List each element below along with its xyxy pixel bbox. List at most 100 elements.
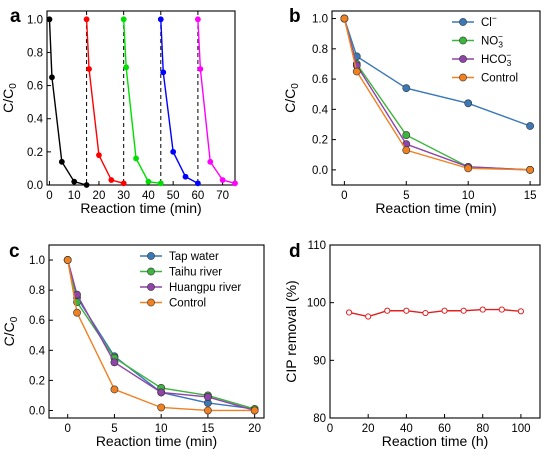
legend-label-sup: − (498, 32, 503, 42)
data-point (170, 148, 177, 155)
legend-label-name: Tap water (169, 251, 219, 263)
x-tick-label: 40 (142, 190, 155, 202)
y-tick-label: 0.8 (27, 47, 43, 59)
x-tick-label: 50 (167, 190, 180, 202)
data-point (49, 74, 55, 81)
panel-d: d 0 20 40 60 80 100 80 90 100 110 Reaction time (h)… (283, 240, 541, 449)
data-point (157, 388, 166, 397)
y-axis-title-sub: 0 (8, 83, 19, 89)
data-point (73, 308, 81, 317)
data-point (526, 165, 534, 174)
data-point (133, 155, 139, 162)
series-line (85, 19, 124, 185)
y-tick-label: 0.6 (27, 81, 43, 93)
legend-marker (147, 283, 155, 291)
data-point (110, 385, 119, 394)
data-point (517, 308, 525, 315)
y-tick-label: 0.6 (312, 74, 328, 86)
y-axis-title: C/C0 (282, 83, 301, 113)
legend-marker (459, 36, 467, 45)
legend-label-name: Taihu river (169, 267, 222, 279)
legend-label-sup: − (492, 13, 497, 23)
data-point (96, 152, 102, 159)
data-point (46, 16, 53, 23)
legend-label-name: Control (481, 73, 518, 85)
data-point (120, 16, 127, 23)
data-point (108, 177, 115, 183)
data-point (194, 16, 201, 23)
y-axis-title-main: CIP removal (%) (283, 280, 299, 382)
legend-label: HCO3− (481, 50, 512, 68)
y-axis-title: C/C0 (0, 83, 19, 113)
x-tick-label: 0 (341, 190, 347, 202)
legend-label: Huangpu river (169, 282, 241, 294)
legend-label: Tap water (169, 251, 219, 263)
data-point (145, 178, 152, 185)
y-tick-label: 1.0 (29, 255, 45, 267)
legend: Tap water Taihu river Huangpu river Control (140, 251, 241, 310)
data-point (384, 307, 391, 314)
x-tick-label: 10 (68, 190, 81, 202)
y-axis-title: CIP removal (%) (283, 280, 299, 382)
data-point (110, 358, 119, 367)
y-tick-label: 0.2 (312, 135, 328, 147)
x-tick-label: 5 (403, 190, 409, 202)
data-point (402, 131, 411, 139)
y-axis-title-main: C/C (0, 89, 16, 113)
legend-marker (459, 18, 467, 26)
data-point (402, 84, 411, 93)
data-point (194, 180, 201, 187)
data-point (464, 99, 473, 108)
data-point (403, 307, 410, 314)
y-tick-label: 1.0 (27, 14, 43, 26)
legend-label-name: Huangpu river (169, 282, 241, 294)
x-tick-label: 10 (155, 423, 168, 435)
panel-letter: b (289, 6, 301, 27)
data-point (58, 158, 65, 165)
legend-label: Control (481, 73, 518, 85)
data-point (157, 403, 166, 412)
x-tick-label: 60 (438, 423, 451, 435)
data-point (123, 64, 130, 71)
y-tick-label: 0.4 (29, 345, 46, 357)
y-axis-title: C/C0 (1, 316, 20, 346)
y-axis-title-sub: 0 (9, 316, 20, 322)
series-line (122, 19, 161, 185)
legend-label-name: HCO (481, 54, 507, 66)
legend-label-name: NO (481, 36, 498, 48)
panel-letter: d (289, 241, 301, 262)
legend-marker (147, 252, 155, 260)
x-axis-title: Reaction time (min) (96, 433, 217, 449)
legend-label-sub: 3 (507, 58, 512, 68)
data-point (207, 158, 214, 165)
data-point (197, 66, 204, 72)
panel-b: b 0 5 10 15 0.0 0.2 0.4 0.6 0.8 1.0 Reaction time (… (282, 6, 541, 216)
x-tick-label: 15 (202, 423, 215, 435)
series-line (160, 19, 199, 184)
x-tick-label: 80 (476, 423, 489, 435)
data-point (120, 180, 127, 187)
x-axis-title: Reaction time (min) (80, 200, 201, 216)
data-point (498, 306, 505, 313)
y-tick-label: 110 (308, 240, 326, 252)
x-tick-label: 0 (64, 423, 70, 435)
plot-frame (331, 10, 541, 186)
panel-letter: a (10, 6, 21, 27)
x-tick-label: 40 (400, 423, 413, 435)
plot-frame (48, 244, 265, 419)
data-point (402, 146, 411, 155)
y-tick-label: 0.0 (312, 165, 328, 177)
legend-label-sub: 3 (498, 40, 503, 50)
x-axis-title: Reaction time (min) (375, 200, 496, 216)
y-tick-label: 0.8 (312, 44, 328, 56)
y-tick-label: 1.0 (312, 14, 328, 26)
series-line (197, 19, 236, 185)
y-tick-label: 0.2 (29, 375, 45, 387)
data-point (182, 173, 189, 180)
y-tick-label: 0.6 (29, 315, 45, 327)
panel-c: c 0 5 10 15 20 0.0 0.2 0.4 0.6 0.8 1.0 Reaction time… (1, 241, 265, 449)
legend-label-name: Cl (481, 17, 492, 29)
series-line (67, 259, 255, 412)
data-point (204, 393, 212, 401)
data-point (464, 164, 473, 173)
